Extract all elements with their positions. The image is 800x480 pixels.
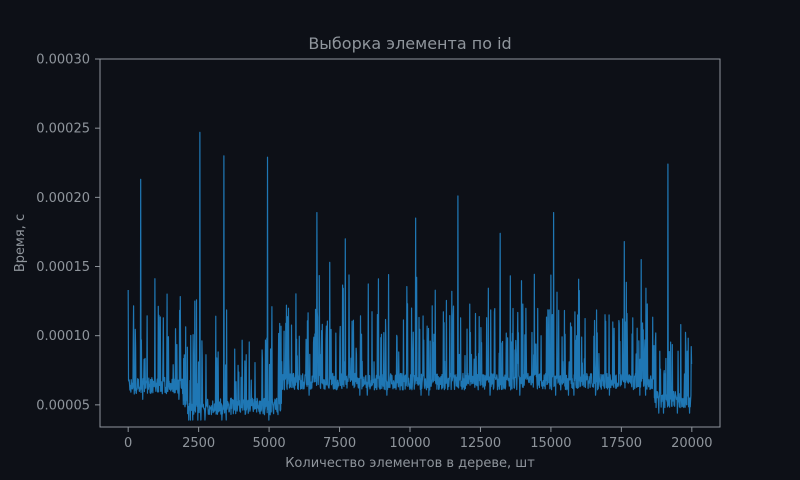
x-tick-label: 0: [124, 436, 132, 451]
plot-area: [127, 131, 693, 421]
x-axis-label: Количество элементов в дереве, шт: [285, 456, 535, 471]
x-tick-label: 7500: [323, 436, 356, 451]
x-tick-label: 12500: [460, 436, 501, 451]
y-tick-label: 0.00010: [36, 329, 90, 344]
y-tick-label: 0.00015: [36, 260, 90, 275]
series-line: [127, 131, 693, 421]
x-axis: 0 2500 5000 7500 10000 12500 15000 17500 20000: [124, 427, 712, 451]
x-tick-label: 17500: [601, 436, 642, 451]
y-tick-label: 0.00005: [36, 398, 90, 413]
y-axis: 0.00005 0.00010 0.00015 0.00020 0.00025 0.000…: [36, 53, 100, 413]
x-tick-label: 5000: [253, 436, 286, 451]
x-tick-label: 15000: [530, 436, 571, 451]
chart-title: Выборка элемента по id: [308, 34, 511, 53]
x-tick-label: 20000: [671, 436, 712, 451]
x-tick-label: 2500: [182, 436, 215, 451]
y-tick-label: 0.00020: [36, 191, 90, 206]
y-tick-label: 0.00030: [36, 53, 90, 68]
y-axis-label: Время, с: [13, 214, 28, 272]
x-tick-label: 10000: [389, 436, 430, 451]
y-tick-label: 0.00025: [36, 122, 90, 137]
